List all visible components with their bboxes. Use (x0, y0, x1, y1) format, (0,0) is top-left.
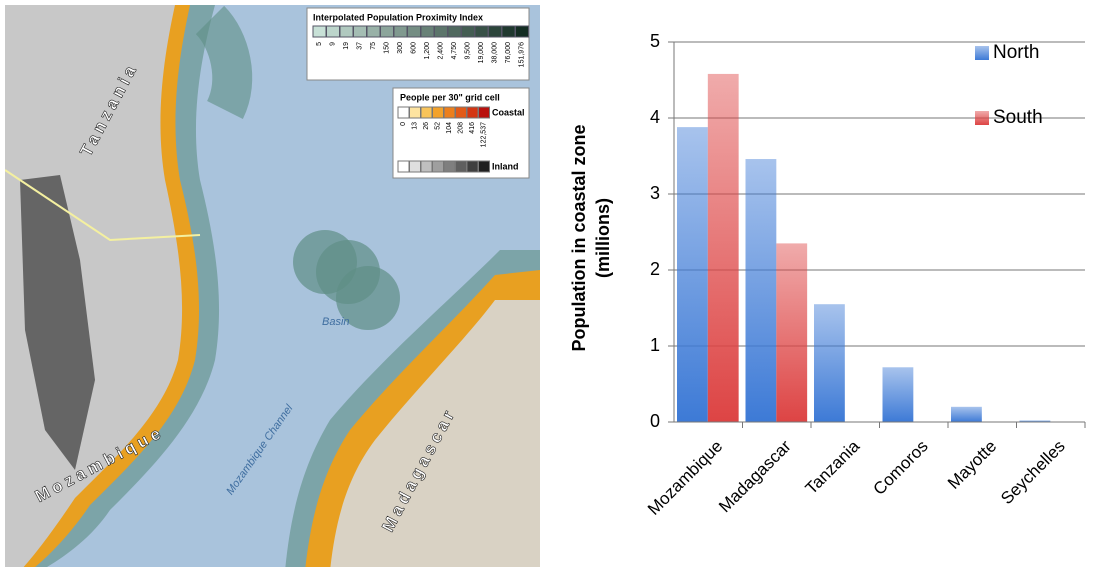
y-tick-label: 4 (650, 107, 660, 127)
legend-swatch (456, 161, 467, 172)
legend-swatch (975, 111, 989, 125)
legend-swatch (408, 26, 421, 37)
legend-tick: 52 (434, 122, 441, 130)
legend-swatch (433, 107, 444, 118)
y-tick-label: 2 (650, 259, 660, 279)
y-axis-title: (millions) (593, 198, 613, 278)
legend-tick: 122,537 (480, 122, 487, 147)
y-tick-label: 3 (650, 183, 660, 203)
y-tick-label: 1 (650, 335, 660, 355)
legend-swatch (489, 26, 502, 37)
legend-swatch (444, 107, 455, 118)
legend-swatch (394, 26, 407, 37)
legend-swatch (467, 107, 478, 118)
legend-swatch (421, 26, 434, 37)
x-tick-label: Tanzania (802, 436, 864, 498)
island-halo (210, 20, 232, 110)
legend-tick: 600 (410, 42, 417, 54)
legend-swatch (398, 107, 409, 118)
legend-tick: 0 (400, 122, 407, 126)
bar (883, 367, 914, 422)
legend-swatch (421, 161, 432, 172)
legend-tick: 19,000 (478, 42, 485, 64)
legend-swatch (444, 161, 455, 172)
x-tick-label: Mayotte (944, 437, 1000, 493)
legend-tick: 9,500 (464, 42, 471, 60)
legend-tick: 26 (423, 122, 430, 130)
screen: Tanzania Mozambique Madagascar Mozambiqu… (0, 0, 1095, 571)
y-axis-title: Population in coastal zone (569, 124, 589, 351)
x-tick-label: Seychelles (997, 437, 1069, 509)
y-tick-label: 5 (650, 31, 660, 51)
legend-swatch (448, 26, 461, 37)
legend-title: Interpolated Population Proximity Index (313, 12, 483, 22)
legend-swatch (410, 107, 421, 118)
legend-swatch (410, 161, 421, 172)
legend-swatch (975, 46, 989, 60)
legend-swatch (456, 107, 467, 118)
legend-tick: 104 (446, 122, 453, 134)
x-tick-label: Madagascar (715, 436, 795, 516)
legend-tick: 37 (356, 42, 363, 50)
legend-tick: 19 (343, 42, 350, 50)
bar (708, 74, 739, 422)
legend-swatch (502, 26, 515, 37)
legend-swatch (435, 26, 448, 37)
legend-tick: 38,000 (491, 42, 498, 64)
legend-tick: 4,750 (451, 42, 458, 60)
legend-swatch (433, 161, 444, 172)
legend-tick: 75 (370, 42, 377, 50)
bar (746, 159, 777, 422)
legend-swatch (354, 26, 367, 37)
legend-swatch (421, 107, 432, 118)
x-tick-label: Mozambique (644, 437, 726, 519)
legend-tick: 5 (316, 42, 323, 46)
bar (951, 407, 982, 422)
bar (776, 243, 807, 422)
legend-tick: 208 (457, 122, 464, 134)
legend-tick: 150 (383, 42, 390, 54)
legend-tick: 151,976 (518, 42, 525, 67)
legend-tick: 13 (411, 122, 418, 130)
legend-label: Coastal (492, 107, 525, 117)
y-tick-label: 0 (650, 411, 660, 431)
map-label: Basin (322, 316, 350, 328)
legend-label: Inland (492, 161, 519, 171)
legend-swatch (516, 26, 529, 37)
legend-tick: 9 (329, 42, 336, 46)
bar (677, 127, 708, 422)
legend-swatch (398, 161, 409, 172)
legend-tick: 1,200 (424, 42, 431, 60)
legend-label: North (993, 42, 1039, 63)
legend-swatch (479, 161, 490, 172)
map: Tanzania Mozambique Madagascar Mozambiqu… (5, 5, 540, 571)
legend-swatch (467, 161, 478, 172)
legend-swatch (367, 26, 380, 37)
legend-swatch (313, 26, 326, 37)
legend-swatch (381, 26, 394, 37)
x-tick-label: Comoros (870, 437, 932, 499)
legend-swatch (327, 26, 340, 37)
legend-tick: 300 (397, 42, 404, 54)
legend-label: South (993, 107, 1043, 128)
legend-title: People per 30" grid cell (400, 92, 500, 102)
bar (814, 304, 845, 422)
legend-swatch (340, 26, 353, 37)
legend-swatch (475, 26, 488, 37)
legend-tick: 2,400 (437, 42, 444, 60)
page: Tanzania Mozambique Madagascar Mozambiqu… (0, 0, 1095, 576)
legend-swatch (479, 107, 490, 118)
legend-swatch (462, 26, 475, 37)
legend-tick: 76,000 (505, 42, 512, 64)
legend-tick: 416 (469, 122, 476, 134)
